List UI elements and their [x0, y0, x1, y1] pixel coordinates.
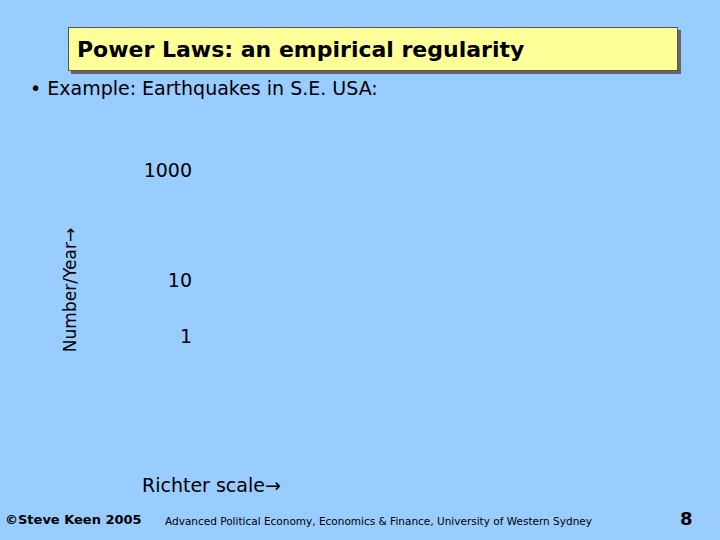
- html-text:Number/Year→: Number/Year→: [60, 227, 80, 353]
- html-text:©Steve Keen 2005: ©Steve Keen 2005: [5, 512, 142, 527]
- svg-text:10: 10: [168, 269, 192, 291]
- svg-text:1000: 1000: [144, 159, 192, 181]
- html-text:Richter scale→: Richter scale→: [142, 474, 281, 496]
- html-text:• Example: Earthquakes in S.E.: • Example: Earthquakes in S.E. USA:: [30, 77, 378, 99]
- html-text:Power Laws: an empirical regul: Power Laws: an empirical regularity: [77, 36, 525, 62]
- html-text:Advanced Political Economy, Ec: Advanced Political Economy, Economics & …: [165, 515, 592, 527]
- svg-text:1: 1: [180, 325, 192, 347]
- html-text:8: 8: [680, 508, 693, 529]
